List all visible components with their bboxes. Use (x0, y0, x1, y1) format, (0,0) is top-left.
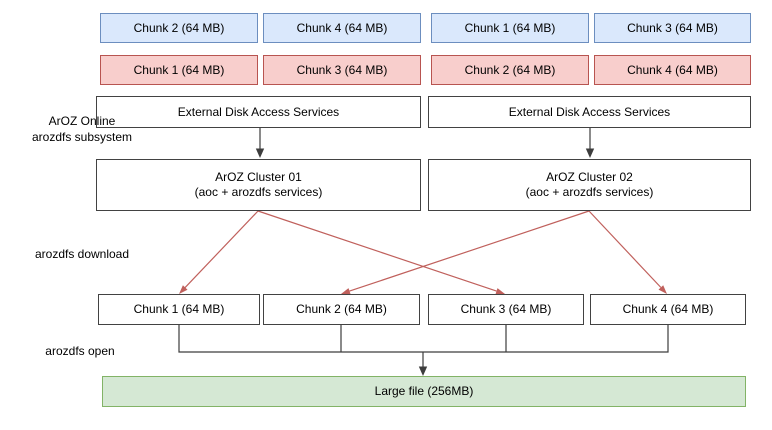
download-arrowhead-chunk1 (179, 285, 188, 294)
subsystem-label-line2: arozdfs subsystem (31, 130, 133, 144)
cluster-box-02: ArOZ Cluster 02 (aoc + arozdfs services) (428, 159, 751, 211)
download-arrowhead-chunk3 (495, 288, 505, 295)
large-file-box: Large file (256MB) (102, 376, 746, 407)
local-chunk-3: Chunk 3 (64 MB) (428, 294, 584, 325)
cluster-box-01: ArOZ Cluster 01 (aoc + arozdfs services) (96, 159, 421, 211)
open-label: arozdfs open (45, 344, 115, 358)
cluster-01-services: (aoc + arozdfs services) (194, 185, 323, 199)
subsystem-label-line1: ArOZ Online (48, 114, 116, 128)
remote-chunk-blue-2: Chunk 4 (64 MB) (263, 13, 421, 43)
download-arrowhead-chunk4 (658, 285, 667, 294)
remote-chunk-blue-3: Chunk 1 (64 MB) (431, 13, 589, 43)
remote-chunk-blue-4: Chunk 3 (64 MB) (594, 13, 751, 43)
cluster-02-services: (aoc + arozdfs services) (525, 185, 654, 199)
external-disk-service-right: External Disk Access Services (428, 96, 751, 128)
download-label: arozdfs download (34, 247, 130, 261)
download-arrow-cluster01-to-chunk1 (184, 210, 259, 289)
local-chunk-2: Chunk 2 (64 MB) (263, 294, 420, 325)
merge-arrowhead-large-file (418, 366, 428, 376)
external-disk-service-left: External Disk Access Services (96, 96, 421, 128)
download-arrow-cluster01-to-chunk3 (257, 210, 497, 292)
remote-chunk-blue-1: Chunk 2 (64 MB) (100, 13, 258, 43)
local-chunk-4: Chunk 4 (64 MB) (590, 294, 746, 325)
arrowhead-services-to-cluster02 (585, 148, 595, 158)
download-arrow-cluster02-to-chunk4 (588, 210, 662, 288)
remote-chunk-red-2: Chunk 3 (64 MB) (263, 55, 421, 85)
remote-chunk-red-3: Chunk 2 (64 MB) (431, 55, 589, 85)
download-arrow-cluster02-to-chunk2 (349, 210, 590, 292)
remote-chunk-red-4: Chunk 4 (64 MB) (594, 55, 751, 85)
arrowhead-services-to-cluster01 (255, 148, 265, 158)
cluster-02-name: ArOZ Cluster 02 (546, 170, 633, 184)
subsystem-label: ArOZ Online arozdfs subsystem (20, 113, 144, 145)
remote-chunk-red-1: Chunk 1 (64 MB) (100, 55, 258, 85)
download-arrowhead-chunk2 (341, 288, 351, 295)
local-chunk-1: Chunk 1 (64 MB) (98, 294, 260, 325)
merge-bracket-line (178, 325, 669, 353)
cluster-01-name: ArOZ Cluster 01 (215, 170, 302, 184)
